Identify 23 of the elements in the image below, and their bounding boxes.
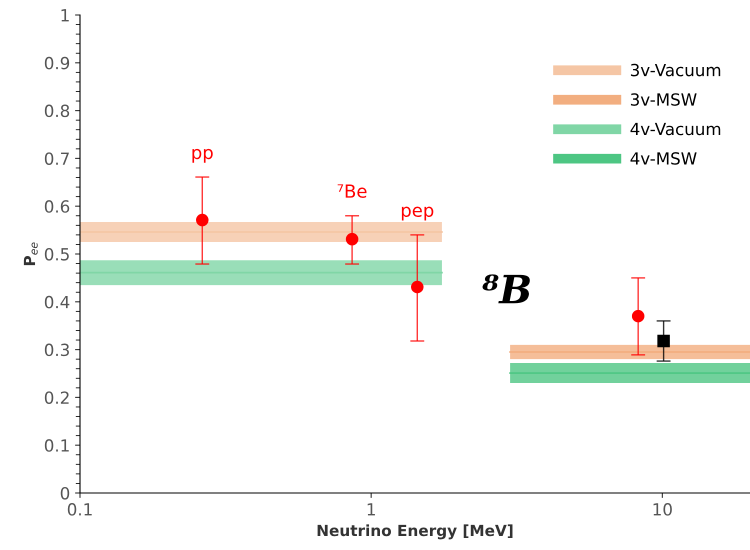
legend-label: 3v-Vacuum — [630, 64, 720, 76]
x-tick-label: 10 — [654, 503, 672, 516]
y-axis-title: P$_{ee}$ — [24, 242, 38, 266]
y-tick-label: 0.4 — [44, 296, 70, 308]
annotation: ⁷Be — [338, 184, 367, 198]
y-tick-label: 0.9 — [44, 56, 70, 70]
y-tick-label: 0.2 — [44, 391, 69, 404]
legend-label: 4v-Vacuum — [630, 122, 720, 136]
annotation: pp — [192, 148, 213, 163]
y-tick-label: 0.1 — [44, 439, 69, 452]
legend-label: 3v-MSW — [630, 93, 697, 106]
x-tick-label: 1 — [368, 503, 375, 516]
annotation: pep — [402, 206, 434, 221]
y-tick-label: 0.8 — [44, 104, 70, 118]
y-tick-label: 0.3 — [44, 344, 69, 356]
legend-label: 4v-MSW — [630, 152, 697, 165]
y-tick-label: 0.5 — [44, 248, 69, 261]
y-tick-label: 1 — [62, 9, 69, 22]
y-tick-label: 0.7 — [44, 152, 69, 165]
y-tick-label: 0.6 — [44, 200, 70, 213]
x-axis-title: Neutrino Energy [MeV] — [318, 524, 512, 540]
annotation: ⁸B — [482, 274, 530, 304]
y-tick-label: 0 — [60, 486, 70, 500]
